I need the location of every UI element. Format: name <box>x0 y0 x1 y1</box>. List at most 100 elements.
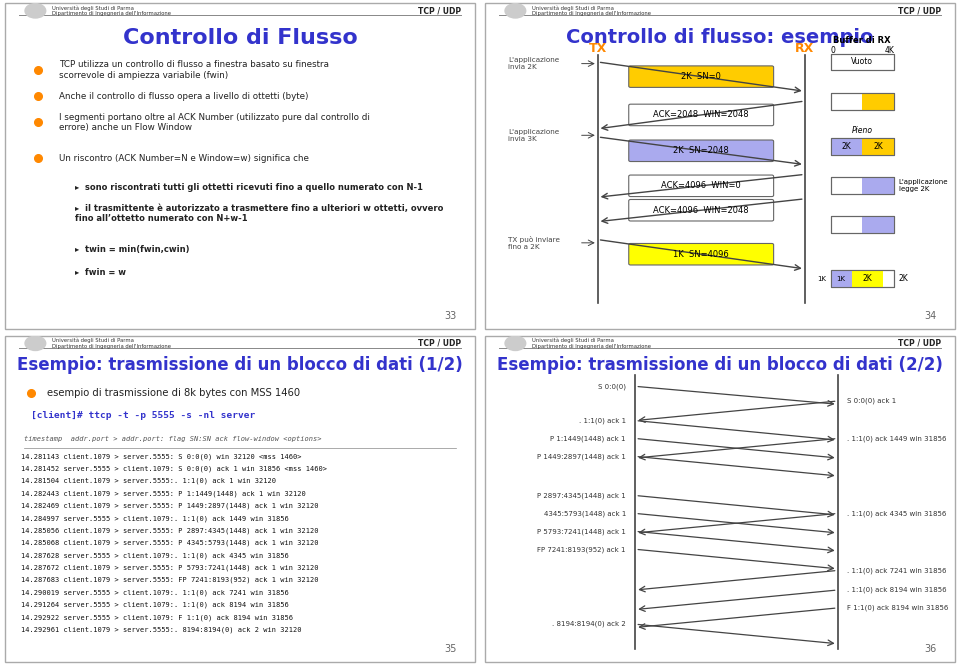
Bar <box>830 178 894 194</box>
Text: Pieno: Pieno <box>852 126 873 135</box>
Bar <box>830 270 894 287</box>
FancyBboxPatch shape <box>629 243 774 265</box>
Text: 33: 33 <box>444 311 456 321</box>
Circle shape <box>505 3 526 18</box>
Text: 1K: 1K <box>817 276 826 282</box>
Bar <box>830 138 894 155</box>
Bar <box>830 270 852 287</box>
Text: 14.287628 server.5555 > client.1079:. 1:1(0) ack 4345 win 31856: 14.287628 server.5555 > client.1079:. 1:… <box>21 552 289 559</box>
Text: . 1:1(0) ack 4345 win 31856: . 1:1(0) ack 4345 win 31856 <box>847 510 947 517</box>
Text: TX può inviare
fino a 2K: TX può inviare fino a 2K <box>509 236 561 250</box>
Text: ACK=2048  WIN=2048: ACK=2048 WIN=2048 <box>654 110 749 120</box>
Text: TCP / UDP: TCP / UDP <box>418 7 461 15</box>
Text: 14.284997 server.5555 > client.1079:. 1:1(0) ack 1449 win 31856: 14.284997 server.5555 > client.1079:. 1:… <box>21 515 289 521</box>
Text: P 1449:2897(1448) ack 1: P 1449:2897(1448) ack 1 <box>537 453 626 460</box>
Text: Esempio: trasmissione di un blocco di dati (2/2): Esempio: trasmissione di un blocco di da… <box>497 356 943 374</box>
Bar <box>830 270 894 287</box>
Text: Controllo di flusso: esempio: Controllo di flusso: esempio <box>566 28 874 47</box>
Bar <box>862 138 894 155</box>
Bar <box>830 138 862 155</box>
Bar <box>862 92 894 110</box>
FancyBboxPatch shape <box>629 66 774 87</box>
Bar <box>830 53 894 70</box>
Text: ▸  sono riscontrati tutti gli ottetti ricevuti fino a quello numerato con N-1: ▸ sono riscontrati tutti gli ottetti ric… <box>75 183 423 192</box>
Bar <box>830 138 894 155</box>
Text: P 1:1449(1448) ack 1: P 1:1449(1448) ack 1 <box>550 435 626 442</box>
Text: timestamp  addr.port > addr.port: flag SN:SN ack flow-window <options>: timestamp addr.port > addr.port: flag SN… <box>24 436 321 442</box>
Bar <box>830 92 894 110</box>
Bar <box>830 216 894 233</box>
Bar <box>862 216 894 233</box>
Text: . 1:1(0) ack 7241 win 31856: . 1:1(0) ack 7241 win 31856 <box>847 567 947 574</box>
Text: . 1:1(0) ack 8194 win 31856: . 1:1(0) ack 8194 win 31856 <box>847 587 947 593</box>
FancyBboxPatch shape <box>629 175 774 197</box>
Text: I segmenti portano oltre al ACK Number (utilizzato pure dal controllo di
errore): I segmenti portano oltre al ACK Number (… <box>59 112 370 132</box>
Text: . 1:1(0) ack 1: . 1:1(0) ack 1 <box>579 418 626 424</box>
Text: ▸  fwin = w: ▸ fwin = w <box>75 267 127 277</box>
Text: TX: TX <box>588 43 607 55</box>
Text: 2K: 2K <box>874 142 883 151</box>
Text: ACK=4096  WIN=2048: ACK=4096 WIN=2048 <box>654 205 749 215</box>
Text: [client]# ttcp -t -p 5555 -s -nl server: [client]# ttcp -t -p 5555 -s -nl server <box>31 411 255 420</box>
Text: 4345:5793(1448) ack 1: 4345:5793(1448) ack 1 <box>543 510 626 517</box>
Text: 2K  SN=2048: 2K SN=2048 <box>673 146 729 155</box>
Text: 14.285068 client.1079 > server.5555: P 4345:5793(1448) ack 1 win 32120: 14.285068 client.1079 > server.5555: P 4… <box>21 540 319 547</box>
Text: L'applicazione
invia 2K: L'applicazione invia 2K <box>509 57 560 70</box>
Text: L'applicazione
invia 3K: L'applicazione invia 3K <box>509 129 560 142</box>
FancyBboxPatch shape <box>629 104 774 126</box>
Text: 2K: 2K <box>842 142 852 151</box>
Text: Università degli Studi di Parma
Dipartimento di Ingegneria dell'Informazione: Università degli Studi di Parma Dipartim… <box>52 5 171 17</box>
Text: TCP / UDP: TCP / UDP <box>898 7 941 15</box>
Text: Anche il controllo di flusso opera a livello di ottetti (byte): Anche il controllo di flusso opera a liv… <box>59 92 308 100</box>
Text: 1K  SN=4096: 1K SN=4096 <box>673 250 729 259</box>
Text: RX: RX <box>795 43 814 55</box>
Text: 14.282443 client.1079 > server.5555: P 1:1449(1448) ack 1 win 32120: 14.282443 client.1079 > server.5555: P 1… <box>21 490 306 497</box>
Text: Esempio: trasmissione di un blocco di dati (1/2): Esempio: trasmissione di un blocco di da… <box>17 356 463 374</box>
Text: 0: 0 <box>830 46 835 55</box>
Bar <box>830 92 894 110</box>
Text: Un riscontro (ACK Number=N e Window=w) significa che: Un riscontro (ACK Number=N e Window=w) s… <box>59 154 309 163</box>
Text: 14.281504 client.1079 > server.5555:. 1:1(0) ack 1 win 32120: 14.281504 client.1079 > server.5555:. 1:… <box>21 478 276 484</box>
Text: Università degli Studi di Parma
Dipartimento di Ingegneria dell'Informazione: Università degli Studi di Parma Dipartim… <box>52 338 171 349</box>
Text: ACK=4096  WIN=0: ACK=4096 WIN=0 <box>661 182 741 190</box>
Bar <box>830 53 894 70</box>
Text: P 5793:7241(1448) ack 1: P 5793:7241(1448) ack 1 <box>537 528 626 535</box>
FancyBboxPatch shape <box>629 140 774 162</box>
Circle shape <box>25 336 46 350</box>
Text: Buffer di RX: Buffer di RX <box>833 37 891 45</box>
Text: 14.291264 server.5555 > client.1079:. 1:1(0) ack 8194 win 31856: 14.291264 server.5555 > client.1079:. 1:… <box>21 602 289 608</box>
Text: 2K  SN=0: 2K SN=0 <box>682 72 721 81</box>
Text: Vuoto: Vuoto <box>852 57 874 66</box>
Text: 14.290019 server.5555 > client.1079:. 1:1(0) ack 7241 win 31856: 14.290019 server.5555 > client.1079:. 1:… <box>21 589 289 596</box>
Text: 35: 35 <box>444 644 456 654</box>
Text: 36: 36 <box>924 644 936 654</box>
Text: S 0:0(0) ack 1: S 0:0(0) ack 1 <box>847 398 897 404</box>
Circle shape <box>25 3 46 18</box>
Text: ▸  twin = min(fwin,cwin): ▸ twin = min(fwin,cwin) <box>75 245 190 254</box>
Text: 14.281143 client.1079 > server.5555: S 0:0(0) win 32120 <mss 1460>: 14.281143 client.1079 > server.5555: S 0… <box>21 453 301 460</box>
Bar <box>862 178 894 194</box>
Text: Università degli Studi di Parma
Dipartimento di Ingegneria dell'Informazione: Università degli Studi di Parma Dipartim… <box>532 5 651 17</box>
Text: 34: 34 <box>924 311 936 321</box>
Bar <box>830 216 894 233</box>
Text: 14.287672 client.1079 > server.5555: P 5793:7241(1448) ack 1 win 32120: 14.287672 client.1079 > server.5555: P 5… <box>21 565 319 571</box>
Text: TCP / UDP: TCP / UDP <box>898 339 941 348</box>
Text: 14.281452 server.5555 > client.1079: S 0:0(0) ack 1 win 31856 <mss 1460>: 14.281452 server.5555 > client.1079: S 0… <box>21 465 327 472</box>
Text: ▸  il trasmittente è autorizzato a trasmettere fino a ulteriori w ottetti, ovver: ▸ il trasmittente è autorizzato a trasme… <box>75 203 444 223</box>
Text: S 0:0(0): S 0:0(0) <box>598 383 626 390</box>
Text: L'applicazione
legge 2K: L'applicazione legge 2K <box>899 180 948 192</box>
FancyBboxPatch shape <box>629 200 774 221</box>
Text: 2K: 2K <box>899 274 908 283</box>
Text: . 8194:8194(0) ack 2: . 8194:8194(0) ack 2 <box>552 621 626 628</box>
Text: esempio di trasmissione di 8k bytes con MSS 1460: esempio di trasmissione di 8k bytes con … <box>47 388 300 398</box>
Text: TCP / UDP: TCP / UDP <box>418 339 461 348</box>
Text: FP 7241:8193(952) ack 1: FP 7241:8193(952) ack 1 <box>538 546 626 553</box>
Text: 4K: 4K <box>884 46 894 55</box>
Bar <box>830 178 894 194</box>
Circle shape <box>505 336 526 350</box>
Text: F 1:1(0) ack 8194 win 31856: F 1:1(0) ack 8194 win 31856 <box>847 604 948 611</box>
Text: 14.282469 client.1079 > server.5555: P 1449:2897(1448) ack 1 win 32120: 14.282469 client.1079 > server.5555: P 1… <box>21 503 319 509</box>
Text: Università degli Studi di Parma
Dipartimento di Ingegneria dell'Informazione: Università degli Studi di Parma Dipartim… <box>532 338 651 349</box>
Text: . 1:1(0) ack 1449 win 31856: . 1:1(0) ack 1449 win 31856 <box>847 435 947 442</box>
Text: 14.292922 server.5555 > client.1079: F 1:1(0) ack 8194 win 31856: 14.292922 server.5555 > client.1079: F 1… <box>21 614 293 620</box>
